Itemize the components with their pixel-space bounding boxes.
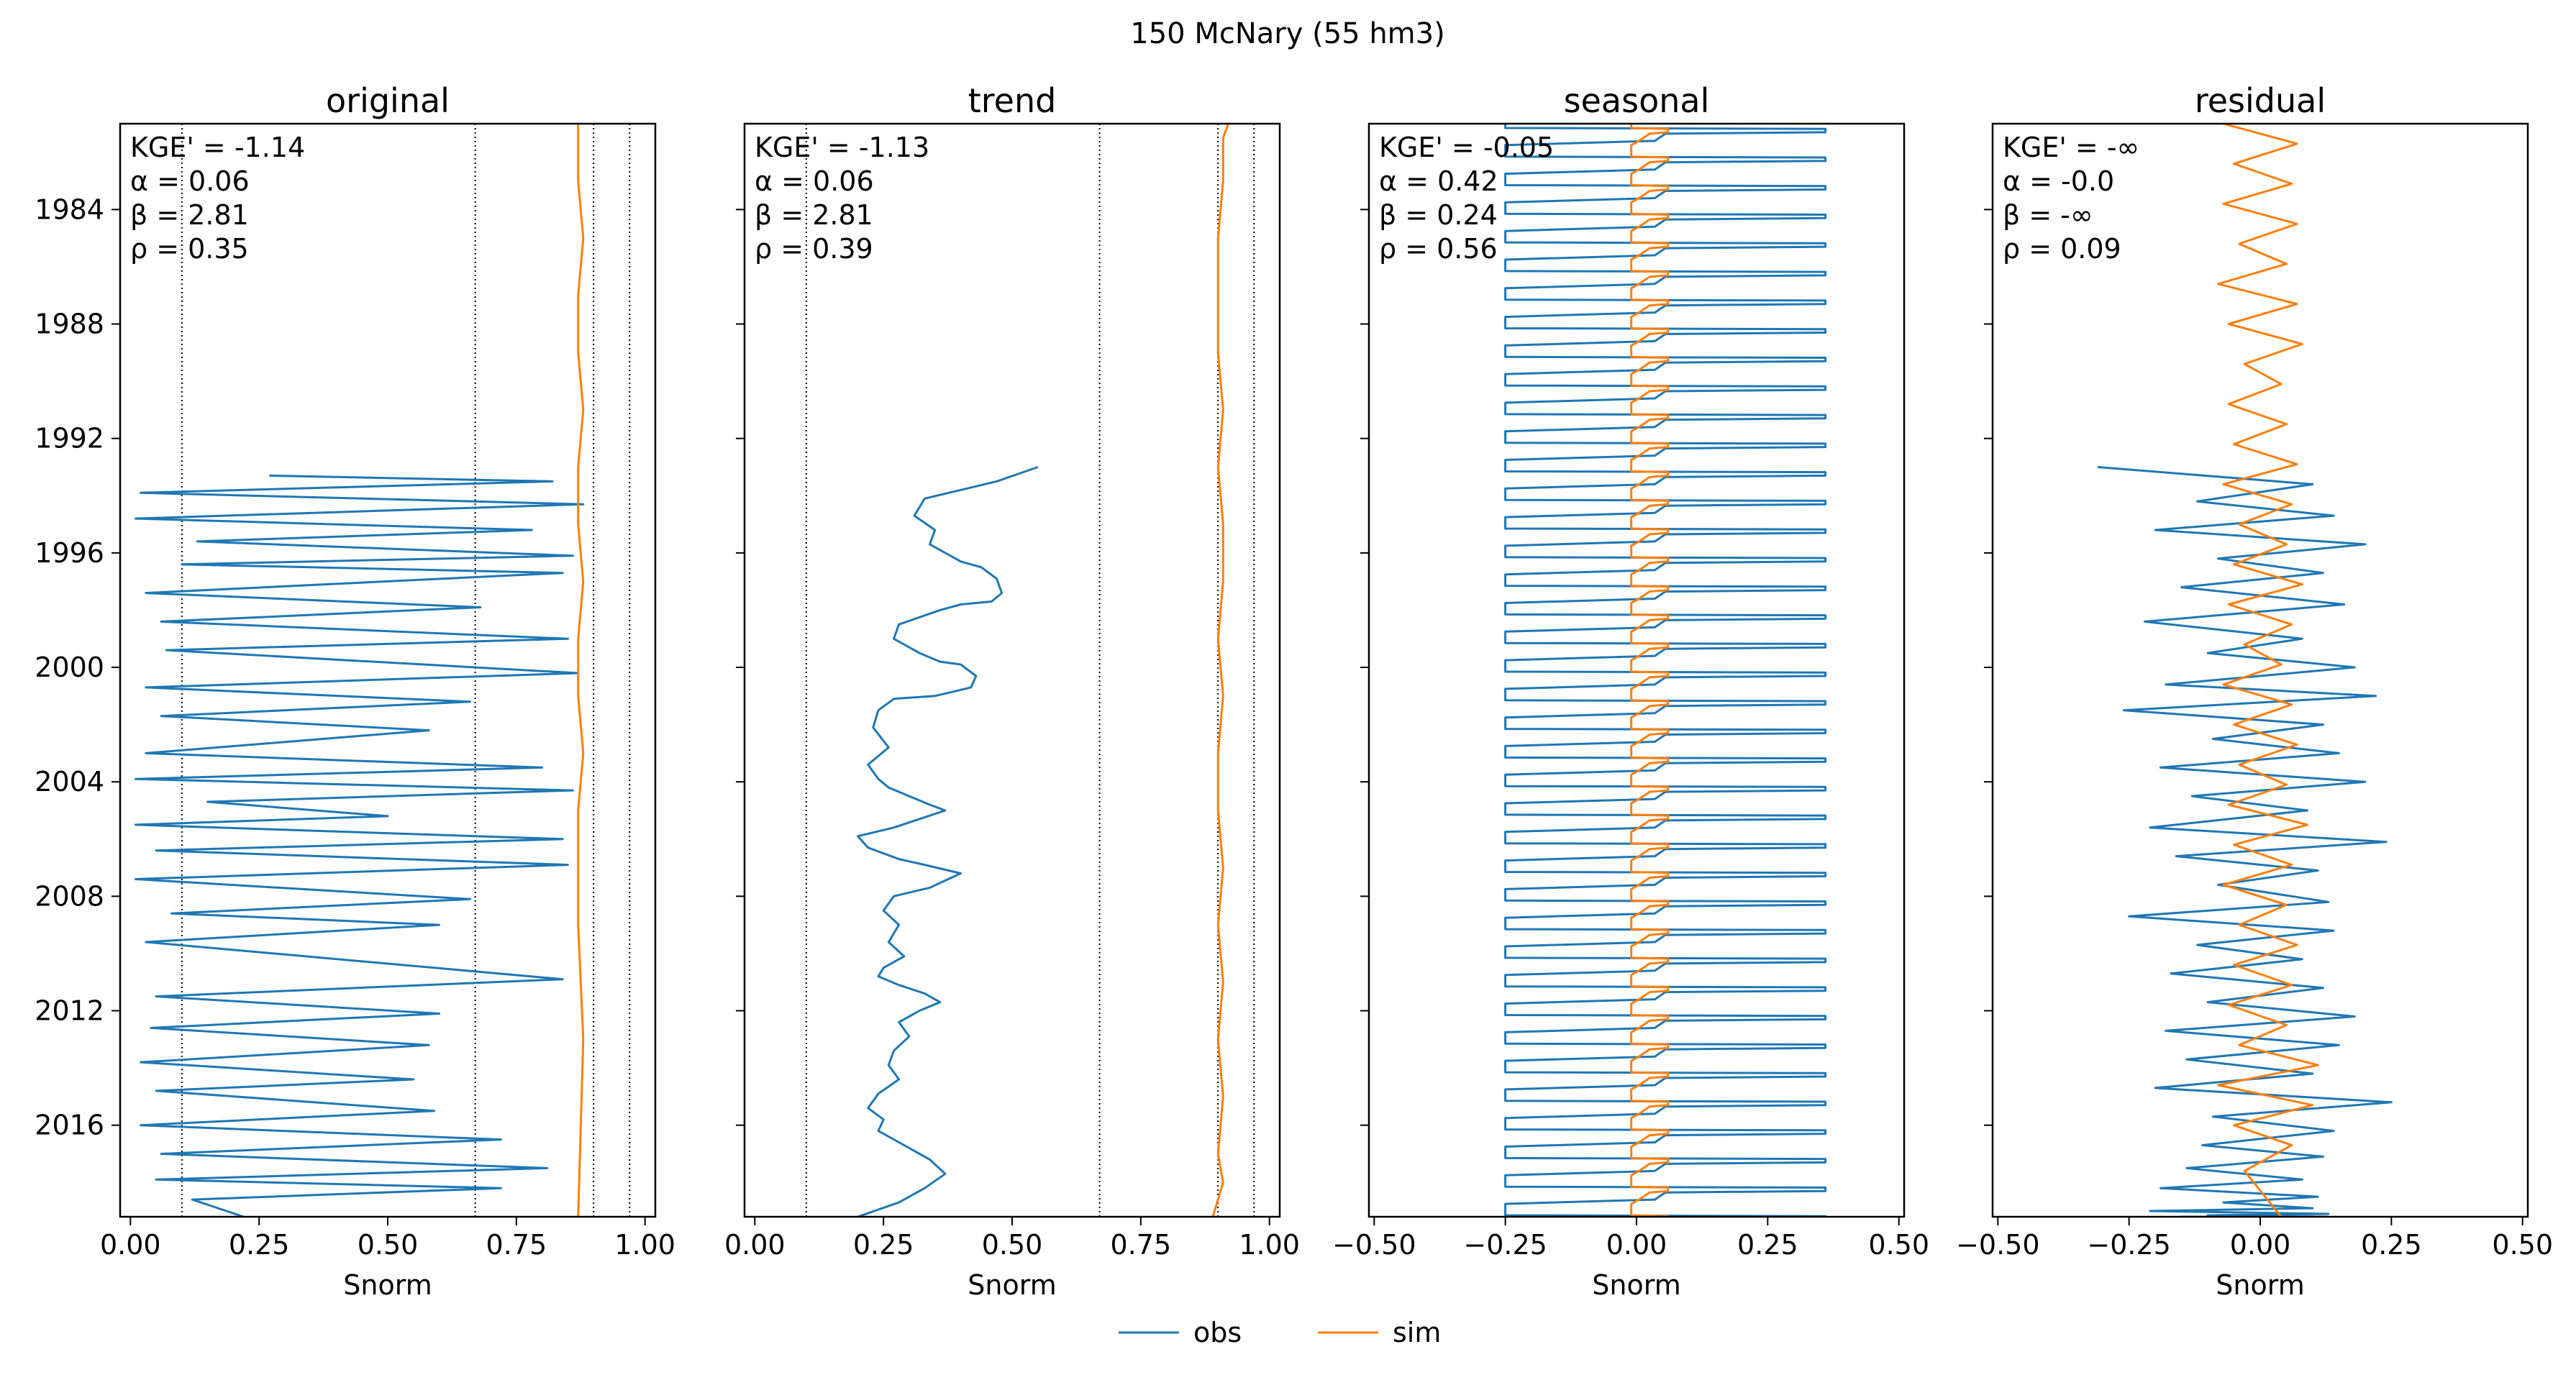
series-line-sim: [2217, 124, 2319, 1217]
x-tick-label: 1.00: [614, 1229, 675, 1261]
x-tick-label: 0.75: [1111, 1229, 1172, 1261]
y-tick-label: 1992: [35, 423, 104, 454]
panel-original: 0.00 0.25 0.50 0.75 1.00 1984 1988 1992 1996 2000…: [35, 81, 675, 1301]
stat-alpha: α = 0.06: [130, 165, 250, 197]
stat-rho: ρ = 0.56: [1379, 233, 1498, 265]
y-tick-label: 1988: [35, 309, 104, 340]
x-tick-label: 0.50: [1868, 1229, 1929, 1261]
series-line-obs: [135, 474, 585, 1217]
y-tick-label: 2004: [35, 766, 104, 798]
series-line-sim: [1211, 124, 1229, 1217]
x-tick-label: 0.00: [1606, 1229, 1667, 1261]
panel-title: seasonal: [1564, 81, 1710, 120]
y-tick-label: 2000: [35, 652, 104, 683]
y-tick-label: 1996: [35, 537, 104, 569]
stat-rho: ρ = 0.35: [130, 233, 249, 265]
x-tick-label: 0.00: [724, 1229, 786, 1261]
stat-alpha: α = 0.06: [755, 165, 874, 197]
x-tick-label: 0.75: [486, 1229, 547, 1261]
x-tick-label: 0.25: [229, 1229, 290, 1261]
stat-beta: β = 2.81: [755, 199, 873, 231]
stat-beta: β = 0.24: [1379, 199, 1498, 231]
x-tick-label: 0.25: [2361, 1229, 2422, 1261]
y-tick-label: 1984: [35, 193, 104, 225]
x-tick-label: 0.00: [100, 1229, 161, 1261]
x-tick-label: −0.50: [1332, 1229, 1416, 1261]
x-tick-label: −0.25: [2087, 1229, 2170, 1261]
x-tick-label: −0.25: [1463, 1229, 1547, 1261]
panel-residual: −0.50 −0.25 0.00 0.25 0.50 residual Snorm KGE' …: [1956, 81, 2553, 1301]
panel-title: residual: [2195, 81, 2326, 120]
legend-item-obs: obs: [1119, 1317, 1242, 1348]
x-axis-label: Snorm: [968, 1269, 1056, 1301]
figure-suptitle: 150 McNary (55 hm3): [1130, 17, 1444, 50]
plot-area: [856, 124, 1229, 1217]
series-line-sim: [577, 124, 585, 1217]
x-tick-label: 0.25: [1737, 1229, 1798, 1261]
panel-title: trend: [968, 81, 1057, 120]
y-tick-label: 2016: [35, 1110, 104, 1141]
panel-title: original: [326, 81, 450, 120]
stat-beta: β = -∞: [2003, 199, 2093, 231]
y-tick-label: 2012: [35, 995, 104, 1027]
x-axis-label: Snorm: [1592, 1269, 1680, 1301]
x-tick-label: 0.25: [853, 1229, 914, 1261]
legend: obs sim: [1119, 1317, 1441, 1348]
series-line-obs: [856, 466, 1039, 1217]
x-tick-label: 0.50: [982, 1229, 1043, 1261]
x-tick-label: 1.00: [1239, 1229, 1300, 1261]
x-axis-label: Snorm: [343, 1269, 432, 1301]
stat-alpha: α = 0.42: [1379, 165, 1498, 197]
x-tick-label: 0.00: [2230, 1229, 2291, 1261]
series-line-sim: [1630, 124, 1670, 1217]
stat-kge: KGE' = -1.13: [755, 132, 929, 163]
plot-area: [1504, 124, 1827, 1217]
legend-label-sim: sim: [1393, 1317, 1441, 1348]
y-tick-label: 2008: [35, 880, 104, 912]
series-line-obs: [1504, 124, 1827, 1217]
legend-item-sim: sim: [1318, 1317, 1441, 1348]
stat-kge: KGE' = -1.14: [130, 132, 305, 163]
stat-rho: ρ = 0.09: [2003, 233, 2121, 265]
panel-trend: 0.00 0.25 0.50 0.75 1.00 trend Snorm KGE' = -1.…: [724, 81, 1300, 1301]
plot-area: [2097, 124, 2393, 1217]
x-tick-label: 0.50: [2492, 1229, 2553, 1261]
x-axis-label: Snorm: [2216, 1269, 2304, 1301]
legend-label-obs: obs: [1193, 1317, 1242, 1348]
stat-beta: β = 2.81: [130, 199, 249, 231]
series-line-obs: [2097, 466, 2393, 1217]
panels: 0.00 0.25 0.50 0.75 1.00 1984 1988 1992 1996 2000…: [35, 81, 2553, 1301]
stat-alpha: α = -0.0: [2003, 165, 2114, 197]
panel-seasonal: −0.50 −0.25 0.00 0.25 0.50 seasonal Snorm KGE' …: [1332, 81, 1929, 1301]
plot-area: [135, 124, 585, 1217]
stat-kge: KGE' = -0.05: [1379, 132, 1554, 163]
stat-rho: ρ = 0.39: [755, 233, 873, 265]
stat-kge: KGE' = -∞: [2003, 132, 2139, 163]
x-tick-label: 0.50: [358, 1229, 419, 1261]
x-tick-label: −0.50: [1956, 1229, 2039, 1261]
